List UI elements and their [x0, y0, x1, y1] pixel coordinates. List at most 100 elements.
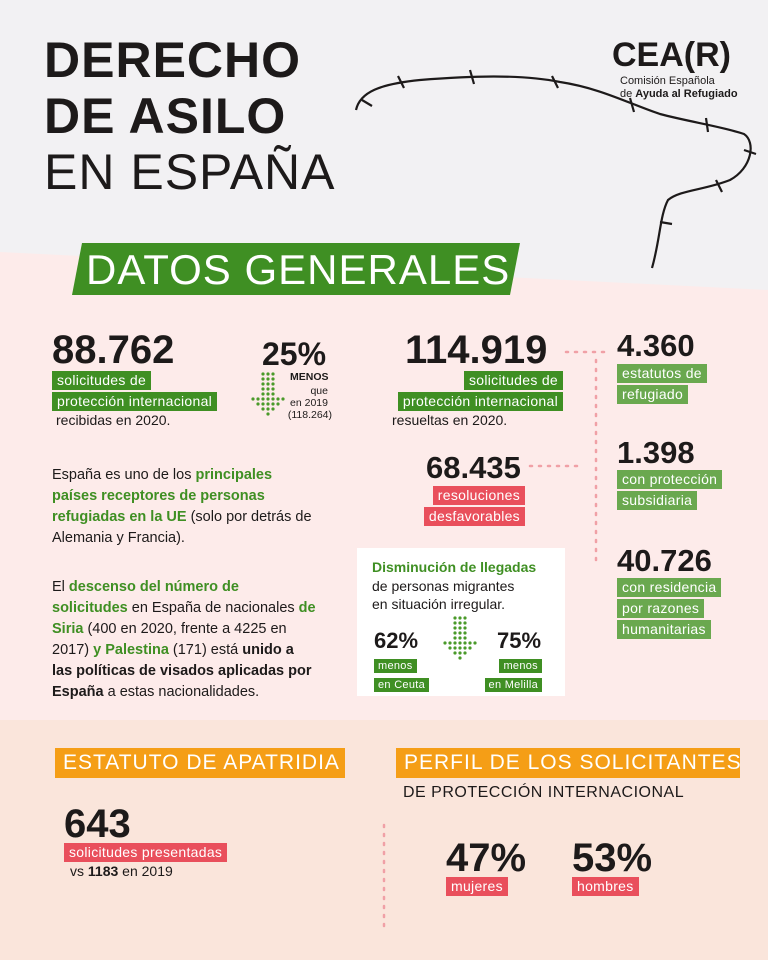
barbs [361, 69, 757, 226]
stat-label: con residencia por razones humanitarias [617, 578, 722, 639]
title-line: DERECHO [44, 32, 302, 88]
stat-value: 114.919 [405, 328, 548, 372]
arrow-dot [266, 397, 270, 401]
tag: mujeres [446, 877, 508, 896]
arrow-dot [266, 382, 270, 386]
arrow-dot [271, 397, 275, 401]
tag: subsidiaria [617, 491, 698, 510]
stat-label: solicitudes de protección internacional [397, 371, 563, 411]
arrow-dot [463, 646, 467, 650]
tag: con protección [617, 470, 723, 489]
stat-note: vs 1183 en 2019 [70, 862, 173, 880]
stat-label: hombres [572, 877, 639, 896]
arrow-dot [266, 412, 270, 416]
stat-label: MENOS [290, 371, 329, 383]
stat-label: resoluciones desfavorables [423, 486, 525, 526]
arrow-dot [261, 372, 265, 376]
text-emphasis: descenso del número de solicitudes [52, 579, 239, 616]
logo-line: Comisión Española [620, 75, 715, 87]
arrow-dot [453, 626, 457, 630]
logo-text: de [620, 88, 636, 100]
arrow-down [443, 616, 477, 660]
arrow-dot [266, 387, 270, 391]
arrow-dot [261, 377, 265, 381]
stat-value: 4.360 [617, 328, 695, 363]
stat-note: que [310, 385, 328, 397]
text-emphasis: y Palestina [93, 642, 169, 658]
stat-note: en 2019 [290, 397, 328, 409]
text: en 2019 [118, 863, 173, 879]
paragraph: España es uno de los principales países … [52, 465, 317, 549]
tag: por razones [617, 599, 705, 618]
arrow-dot [266, 377, 270, 381]
tag: protección internacional [52, 392, 218, 411]
arrow-dot [271, 407, 275, 411]
section-heading: PERFIL DE LOS SOLICITANTES [396, 748, 741, 778]
arrow-dot [453, 631, 457, 635]
arrow-dot [271, 377, 275, 381]
logo: CEA(R) [612, 36, 731, 74]
stat-value: 643 [64, 802, 131, 846]
stat-note: (118.264) [287, 409, 332, 421]
tag: menos [499, 659, 542, 673]
text-emphasis: principales países receptores de persona… [52, 467, 273, 525]
arrow-down [251, 372, 285, 416]
text: (solo por detrás de Alemania y Francia). [52, 509, 312, 546]
arrow-dot [276, 397, 280, 401]
wire [354, 75, 752, 269]
arrow-dot [271, 382, 275, 386]
arrow-dot [266, 402, 270, 406]
logo-line: de Ayuda al Refugiado [620, 88, 738, 101]
arrow-dot [256, 397, 260, 401]
arrow-dot [458, 641, 462, 645]
arrow-dot [453, 646, 457, 650]
paragraph: El descenso del número de solicitudes en… [52, 577, 317, 703]
arrow-dot [271, 387, 275, 391]
arrow-dot [463, 636, 467, 640]
arrow-dot [463, 626, 467, 630]
arrow-dot [448, 646, 452, 650]
tag: menos [374, 659, 417, 673]
box-text: de personas migrantes [372, 578, 515, 594]
arrow-dot [463, 651, 467, 655]
arrow-dot [271, 372, 275, 376]
tag: solicitudes presentadas [64, 843, 228, 862]
tag: solicitudes de [463, 371, 563, 390]
tag: solicitudes de [52, 371, 152, 390]
arrow-dot [266, 372, 270, 376]
logo-text: Ayuda al Refugiado [635, 88, 738, 100]
heading-band [72, 243, 520, 295]
arrow-dot [458, 636, 462, 640]
arrow-dot [458, 646, 462, 650]
text: vs [70, 863, 88, 879]
tag: hombres [572, 877, 639, 896]
arrow-dot [473, 641, 477, 645]
tag: resoluciones [432, 486, 525, 505]
text: en España de nacionales [127, 600, 299, 616]
arrow-dot [453, 636, 457, 640]
stat-value: 88.762 [52, 328, 175, 372]
arrow-dot [463, 616, 467, 620]
tag: humanitarias [617, 620, 711, 639]
stat-note: recibidas en 2020. [56, 412, 171, 428]
stat-label: con protección subsidiaria [617, 470, 723, 510]
tag: en Ceuta [374, 678, 430, 692]
arrow-dot [458, 626, 462, 630]
tag: en Melilla [484, 678, 542, 692]
stat-label: estatutos de refugiado [617, 364, 707, 404]
box-value: 62% [374, 628, 419, 653]
arrow-dot [453, 651, 457, 655]
arrow-dot [281, 397, 285, 401]
text: El [52, 579, 69, 595]
tag: refugiado [617, 385, 689, 404]
arrow-dot [458, 616, 462, 620]
text: (400 en 2020, frente a 4225 en 2017) [52, 621, 287, 658]
section-heading: ESTATUTO DE APATRIDIA [55, 748, 345, 778]
arrow-dot [256, 402, 260, 406]
stat-label: solicitudes presentadas [64, 843, 228, 862]
tag: protección internacional [397, 392, 563, 411]
barbed-wire [354, 69, 757, 269]
stat-label: mujeres [446, 877, 508, 896]
text: (171) está [168, 642, 243, 658]
